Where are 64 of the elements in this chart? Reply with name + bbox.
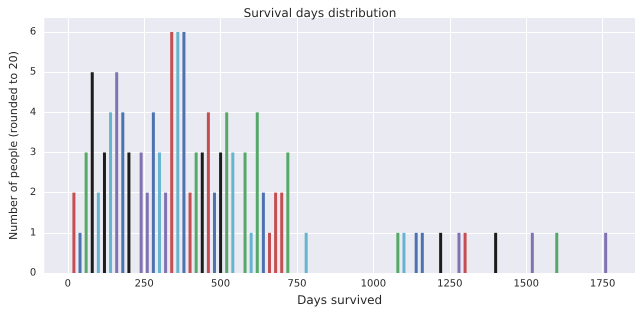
y-tick-label: 0	[30, 268, 36, 278]
bar	[280, 192, 284, 273]
y-tick-label: 1	[30, 227, 36, 238]
bar	[194, 152, 198, 273]
bar	[402, 232, 406, 273]
bar	[286, 152, 290, 273]
bar	[274, 192, 278, 273]
x-tick-label: 1750	[590, 278, 616, 290]
bar	[244, 152, 247, 273]
x-tick-label: 1000	[360, 278, 386, 290]
bar	[464, 232, 467, 273]
bar	[115, 72, 118, 273]
bar	[152, 112, 155, 273]
bar	[494, 232, 498, 273]
bar	[121, 112, 124, 273]
x-tick-label: 1500	[513, 278, 539, 290]
x-tick-label: 750	[287, 278, 307, 290]
bar	[158, 152, 161, 273]
y-tick-label: 2	[30, 187, 36, 198]
bar	[200, 152, 204, 273]
bar	[146, 192, 149, 273]
x-axis-title: Days survived	[297, 292, 382, 307]
bar	[555, 232, 558, 273]
bar	[457, 232, 460, 273]
y-tick-label: 5	[30, 66, 36, 78]
bar	[256, 112, 259, 273]
bar	[84, 152, 88, 273]
bar	[414, 232, 418, 273]
bar	[182, 32, 186, 273]
x-tick-label: 0	[64, 278, 71, 290]
bar	[109, 112, 112, 273]
bar	[90, 72, 94, 273]
bar	[140, 152, 143, 273]
bar	[72, 192, 76, 273]
bar	[420, 232, 424, 273]
y-tick-label: 3	[30, 147, 36, 158]
bar	[188, 192, 192, 273]
bar	[231, 152, 234, 273]
y-tick-label: 4	[30, 106, 36, 118]
bar	[78, 232, 82, 273]
bar	[219, 152, 222, 273]
bar	[262, 192, 265, 273]
chart-title: Survival days distribution	[244, 6, 396, 20]
bar	[206, 112, 210, 273]
x-tick-label: 1250	[437, 278, 463, 290]
bar	[164, 192, 168, 273]
x-tick-label: 500	[211, 278, 230, 290]
y-tick-label: 6	[30, 26, 36, 38]
bar	[439, 232, 442, 273]
bar	[212, 192, 216, 273]
bar	[604, 232, 608, 273]
bar	[170, 32, 174, 273]
bar	[396, 232, 400, 273]
y-axis-title: Number of people (rounded to 20)	[7, 51, 20, 240]
bar	[530, 232, 534, 273]
bar	[250, 232, 253, 273]
bar	[96, 192, 100, 273]
x-tick-label: 250	[134, 278, 154, 290]
bar	[127, 152, 130, 273]
bar	[225, 112, 228, 273]
bar	[176, 32, 180, 273]
bar	[268, 232, 271, 273]
bar	[304, 232, 308, 273]
bar	[102, 152, 106, 273]
